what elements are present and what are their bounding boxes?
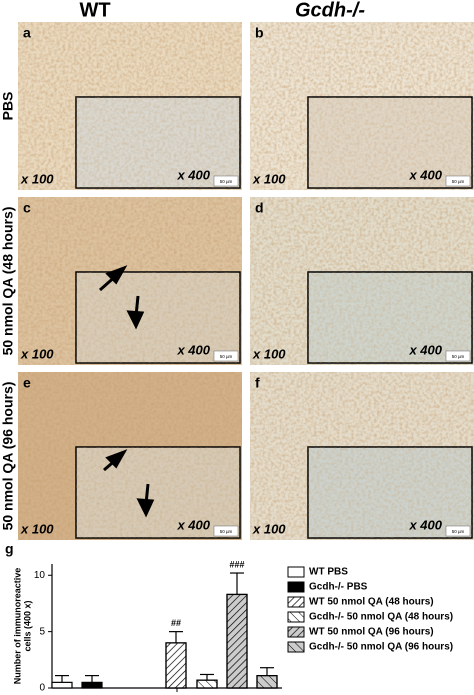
legend-hatch bbox=[287, 611, 305, 623]
row-label: PBS bbox=[0, 92, 16, 121]
magnification: x 400 bbox=[176, 517, 210, 532]
scale-box bbox=[213, 175, 239, 187]
scale-box bbox=[445, 175, 471, 187]
bar bbox=[81, 681, 103, 689]
magnification: x 400 bbox=[408, 167, 442, 182]
bar-chart: Number of immunoreactive cells (400 x) 0 5 1… bbox=[12, 559, 453, 693]
inset-texture bbox=[76, 272, 240, 363]
y-axis-label: cells (400 x) bbox=[22, 600, 32, 651]
panel-label: b bbox=[255, 25, 264, 41]
y-tick-label: 5 bbox=[39, 626, 45, 637]
panel-label: c bbox=[23, 200, 31, 216]
legend-entry: Gcdh-/- 50 nmol QA (48 hours) bbox=[309, 612, 453, 623]
scale-bar: 50 µm bbox=[220, 529, 233, 534]
panel-label: f bbox=[255, 375, 260, 391]
legend-entry: WT 50 nmol QA (48 hours) bbox=[309, 597, 434, 608]
arrows bbox=[99, 265, 155, 518]
panel-label: d bbox=[255, 200, 264, 216]
significance: ### bbox=[229, 559, 244, 569]
legend-entry: WT PBS bbox=[309, 567, 348, 578]
magnification: x 400 bbox=[176, 342, 210, 357]
y-tick-label: 10 bbox=[34, 570, 46, 581]
legend-entry: Gcdh-/- PBS bbox=[309, 582, 368, 593]
scale-bar: 50 µm bbox=[452, 529, 465, 534]
bar bbox=[51, 681, 73, 689]
legend-entry: WT 50 nmol QA (96 hours) bbox=[309, 627, 434, 638]
legend-swatch bbox=[287, 566, 305, 578]
column-header: WT bbox=[79, 0, 110, 21]
legend-swatch bbox=[287, 581, 305, 593]
scale-bar: 50 µm bbox=[452, 179, 465, 184]
magnification: x 100 bbox=[20, 521, 54, 536]
magnification: x 100 bbox=[20, 346, 54, 361]
inset-texture bbox=[308, 97, 472, 188]
inset-texture bbox=[308, 272, 472, 363]
significance: ## bbox=[171, 618, 181, 628]
magnification: x 400 bbox=[408, 342, 442, 357]
bar-hatch bbox=[256, 674, 278, 689]
magnification: x 400 bbox=[408, 517, 442, 532]
scale-box bbox=[445, 525, 471, 537]
scale-bar: 50 µm bbox=[220, 179, 233, 184]
magnification: x 100 bbox=[252, 521, 286, 536]
micrographs: PBS 50 nmol QA (48 hours) 50 nmol QA (96 h… bbox=[0, 22, 474, 540]
scale-box bbox=[213, 525, 239, 537]
magnification: x 100 bbox=[252, 171, 286, 186]
y-tick-label: 0 bbox=[39, 683, 45, 694]
row-label: 50 nmol QA (96 hours) bbox=[0, 382, 16, 531]
panel-label: e bbox=[23, 375, 31, 391]
scale-box bbox=[213, 350, 239, 362]
magnification: x 100 bbox=[252, 346, 286, 361]
panel-label: g bbox=[5, 541, 14, 557]
legend-hatch bbox=[287, 641, 305, 653]
column-header: Gcdh-/- bbox=[295, 0, 365, 21]
scale-box bbox=[445, 350, 471, 362]
legend-hatch bbox=[287, 596, 305, 608]
magnification: x 400 bbox=[176, 167, 210, 182]
inset-texture bbox=[76, 97, 240, 188]
magnification: x 100 bbox=[20, 171, 54, 186]
legend-hatch bbox=[287, 626, 305, 638]
bar-hatch bbox=[165, 642, 187, 689]
legend-entry: Gcdh-/- 50 nmol QA (96 hours) bbox=[309, 642, 453, 653]
y-axis-label: Number of immunoreactive bbox=[12, 568, 22, 685]
inset-texture bbox=[308, 447, 472, 538]
bar-hatch bbox=[196, 679, 218, 689]
scale-bar: 50 µm bbox=[452, 354, 465, 359]
bar-hatch bbox=[226, 593, 248, 689]
inset-texture bbox=[76, 447, 240, 538]
row-label: 50 nmol QA (48 hours) bbox=[0, 207, 16, 356]
scale-bar: 50 µm bbox=[220, 354, 233, 359]
panel-label: a bbox=[23, 25, 31, 41]
